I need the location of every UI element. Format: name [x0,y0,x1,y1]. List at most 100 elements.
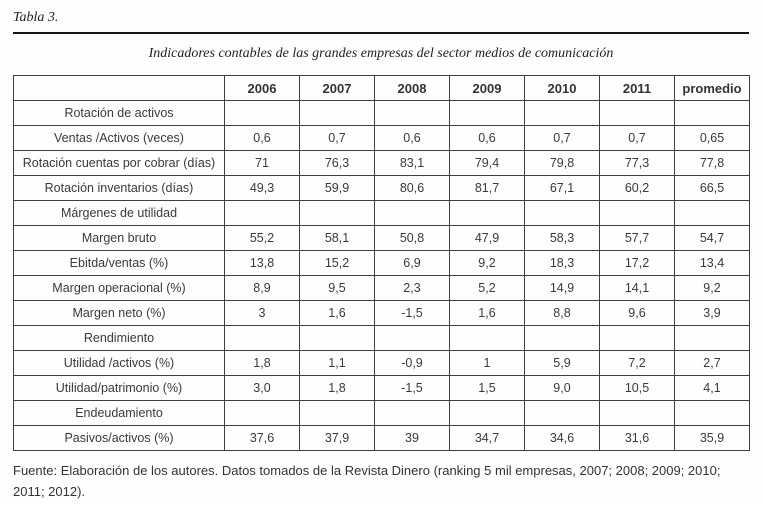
table-row: Pasivos/activos (%) 37,6 37,9 39 34,7 34,6 31,… [13,425,750,451]
table-cell [599,100,675,126]
table-cell: 3,9 [674,300,750,326]
table-header: 2006 2007 2008 2009 2010 2011 promedio [13,75,750,101]
table-caption: Indicadores contables de las grandes emp… [148,46,614,61]
header-cell: 2011 [599,75,675,101]
table-cell: 5,2 [449,275,525,301]
table-cell [599,325,675,351]
table-cell [299,400,375,426]
table-cell: 79,8 [524,150,600,176]
table-cell: 8,9 [224,275,300,301]
table-cell: -1,5 [374,375,450,401]
table-cell: -0,9 [374,350,450,376]
header-cell: 2007 [299,75,375,101]
table-cell: 81,7 [449,175,525,201]
table-cell [374,400,450,426]
table-cell: 66,5 [674,175,750,201]
table-cell: 0,6 [449,125,525,151]
row-label: Rotación cuentas por cobrar (días) [13,150,225,176]
table-number-label: Tabla 3. [13,10,59,25]
table-cell: 57,7 [599,225,675,251]
table-cell: 14,9 [524,275,600,301]
table-cell: 50,8 [374,225,450,251]
table-cell [674,200,750,226]
table-cell: 77,3 [599,150,675,176]
table-cell [224,325,300,351]
table-cell: 10,5 [599,375,675,401]
table-cell: 13,8 [224,250,300,276]
table-cell: 1,6 [449,300,525,326]
table-cell: 17,2 [599,250,675,276]
table-row: Rotación cuentas por cobrar (días) 71 76,3… [13,150,750,176]
table-row: Utilidad /activos (%) 1,8 1,1 -0,9 1 5,9 7,2 2,… [13,350,750,376]
header-cell: 2010 [524,75,600,101]
table-cell: 67,1 [524,175,600,201]
row-label: Ebitda/ventas (%) [13,250,225,276]
table-cell: 1,8 [224,350,300,376]
table-cell: 1,5 [449,375,525,401]
horizontal-rule [13,32,749,34]
table-cell [374,200,450,226]
table-cell: 76,3 [299,150,375,176]
table-cell: 35,9 [674,425,750,451]
row-label: Margen bruto [13,225,225,251]
table-cell: 9,2 [449,250,525,276]
table-cell: 77,8 [674,150,750,176]
table-cell [299,200,375,226]
table-cell: 2,7 [674,350,750,376]
table-row: Margen neto (%) 3 1,6 -1,5 1,6 8,8 9,6 3,9 [13,300,750,326]
table-cell: 8,8 [524,300,600,326]
table-cell [449,100,525,126]
table-cell: 9,5 [299,275,375,301]
table-cell: 15,2 [299,250,375,276]
table-cell: 0,7 [599,125,675,151]
table-cell [224,400,300,426]
table-cell: 0,6 [374,125,450,151]
table-cell: 37,9 [299,425,375,451]
row-label: Rotación inventarios (días) [13,175,225,201]
source-footnote: Fuente: Elaboración de los autores. Dato… [13,463,721,499]
table-cell: 80,6 [374,175,450,201]
row-label: Margen operacional (%) [13,275,225,301]
table-cell: -1,5 [374,300,450,326]
row-label: Ventas /Activos (veces) [13,125,225,151]
header-cell: 2006 [224,75,300,101]
row-label: Rotación de activos [13,100,225,126]
header-cell: 2009 [449,75,525,101]
table-cell: 58,3 [524,225,600,251]
table-cell: 37,6 [224,425,300,451]
table-row: Rotación de activos [13,100,750,126]
table-cell: 55,2 [224,225,300,251]
table-cell: 39 [374,425,450,451]
row-label: Márgenes de utilidad [13,200,225,226]
table-cell: 0,7 [524,125,600,151]
header-row: 2006 2007 2008 2009 2010 2011 promedio [13,75,750,101]
table-cell [299,100,375,126]
table-cell: 31,6 [599,425,675,451]
row-label: Endeudamiento [13,400,225,426]
table-cell [224,100,300,126]
table-row: Rotación inventarios (días) 49,3 59,9 80,6 8… [13,175,750,201]
table-cell: 6,9 [374,250,450,276]
table-body: Rotación de activos Ventas /Activos (vece… [13,100,750,451]
header-cell-empty [13,75,225,101]
table-cell [374,325,450,351]
table-cell: 1 [449,350,525,376]
row-label: Margen neto (%) [13,300,225,326]
table-cell: 2,3 [374,275,450,301]
table-row: Ebitda/ventas (%) 13,8 15,2 6,9 9,2 18,3 17,2 1… [13,250,750,276]
table-cell: 79,4 [449,150,525,176]
table-cell: 9,6 [599,300,675,326]
table-cell: 58,1 [299,225,375,251]
table-cell [374,100,450,126]
table-row: Utilidad/patrimonio (%) 3,0 1,8 -1,5 1,5 9,0 1… [13,375,750,401]
table-cell: 9,2 [674,275,750,301]
row-label: Utilidad /activos (%) [13,350,225,376]
table-cell [299,325,375,351]
table-cell: 13,4 [674,250,750,276]
row-label: Pasivos/activos (%) [13,425,225,451]
table-cell: 49,3 [224,175,300,201]
table-cell [449,325,525,351]
table-cell: 1,8 [299,375,375,401]
table-cell [449,200,525,226]
